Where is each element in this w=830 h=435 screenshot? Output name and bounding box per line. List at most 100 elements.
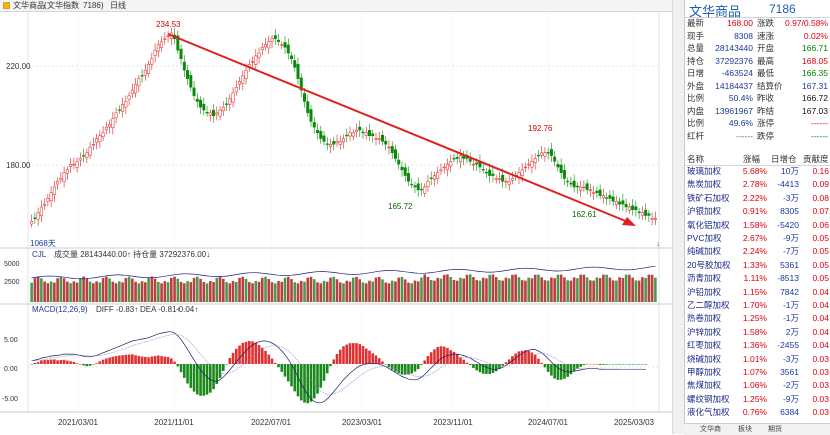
component-row[interactable]: 烧碱加权 1.01% -3万 0.03 xyxy=(685,354,830,366)
component-row[interactable]: 20号胶加权 1.33% 5361 0.05 xyxy=(685,260,830,272)
component-row[interactable]: 沪银加权 0.91% 8305 0.07 xyxy=(685,206,830,218)
title-period[interactable]: 日线 xyxy=(110,1,126,10)
candle xyxy=(267,35,271,54)
volume-bar xyxy=(407,282,410,302)
candle xyxy=(59,171,63,184)
macd-bar xyxy=(624,364,628,365)
macd-bar xyxy=(98,361,102,364)
volume-bar xyxy=(118,281,121,302)
component-row[interactable]: PVC加权 2.67% -9万 0.05 xyxy=(685,233,830,245)
quote-label: 日增 xyxy=(687,68,705,78)
kline-chart[interactable]: 220.00 180.00 234.53 192.76 165.72 162.6… xyxy=(0,12,672,434)
candle xyxy=(621,193,625,211)
macd-bar xyxy=(121,355,124,364)
chart-scrollbar[interactable] xyxy=(672,0,685,434)
component-row[interactable]: 铁矿石加权 2.22% -3万 0.08 xyxy=(685,193,830,205)
col-name[interactable]: 名称 xyxy=(687,154,705,164)
tab-futures[interactable]: 期货 xyxy=(768,426,782,433)
component-pct: 2.67% xyxy=(742,233,767,243)
candle xyxy=(290,51,294,64)
chart-area[interactable]: 220.00 180.00 234.53 192.76 165.72 162.6… xyxy=(0,12,672,434)
component-row[interactable]: 乙二醇加权 1.70% -1万 0.04 xyxy=(685,300,830,312)
component-row[interactable]: 纯碱加权 2.24% -7万 0.05 xyxy=(685,246,830,258)
macd-bar xyxy=(394,364,397,372)
macd-bar xyxy=(342,346,345,364)
candle xyxy=(400,161,404,177)
candle xyxy=(644,203,648,221)
component-contrib: 0.04 xyxy=(812,313,829,324)
component-row[interactable]: 焦炭加权 2.78% -4413 0.09 xyxy=(685,179,830,191)
col-pct[interactable]: 涨幅 xyxy=(743,154,761,164)
component-row[interactable]: 沪铅加权 1.15% 7842 0.04 xyxy=(685,287,830,299)
volume-bar xyxy=(589,280,592,302)
component-row[interactable]: 红枣加权 1.36% -2455 0.04 xyxy=(685,340,830,352)
component-oi: -8513 xyxy=(777,273,799,284)
volume-bar xyxy=(605,274,608,302)
macd-bar xyxy=(257,344,261,364)
candle xyxy=(627,202,631,214)
component-row[interactable]: 沥青加权 1.11% -8513 0.05 xyxy=(685,273,830,285)
candle xyxy=(195,93,199,109)
volume-bar xyxy=(410,283,414,302)
macd-bar xyxy=(75,363,79,364)
candle xyxy=(605,192,609,206)
component-name: PVC加权 xyxy=(687,233,722,243)
component-pct: 2.22% xyxy=(742,192,767,203)
macd-bar xyxy=(134,355,137,364)
volume-bar xyxy=(543,280,547,302)
candle xyxy=(101,126,105,142)
macd-bar xyxy=(199,364,202,396)
tab-wenhua[interactable]: 文华商 xyxy=(700,426,721,433)
volume-bar xyxy=(631,277,634,302)
component-row[interactable]: 氧化铝加权 1.58% -5420 0.06 xyxy=(685,220,830,232)
macd-bar xyxy=(556,364,560,380)
macd-bar xyxy=(553,364,556,379)
macd-bar xyxy=(611,364,615,365)
macd-header[interactable]: MACD(12,26,9) xyxy=(32,305,88,314)
macd-bar xyxy=(105,358,108,364)
macd-histogram xyxy=(30,341,647,404)
volume-bar xyxy=(82,276,85,302)
volume-bar xyxy=(241,276,245,302)
component-row[interactable]: 沪锌加权 1.58% 2万 0.04 xyxy=(685,327,830,339)
candle xyxy=(384,135,388,151)
component-name: 沥青加权 xyxy=(687,273,722,284)
macd-bar xyxy=(416,364,420,370)
trend-line[interactable] xyxy=(167,33,636,226)
quote-label: 结算价 xyxy=(757,80,783,91)
candle xyxy=(199,96,203,114)
component-name: 铁矿石加权 xyxy=(687,192,730,203)
macd-bar xyxy=(491,364,495,374)
component-contrib: 0.03 xyxy=(812,353,829,364)
component-row[interactable]: 玻璃加权 5.68% 10万 0.16 xyxy=(685,166,830,178)
component-row[interactable]: 甲醇加权 1.07% 3561 0.03 xyxy=(685,367,830,379)
component-contrib: 0.05 xyxy=(812,246,829,257)
volume-bar xyxy=(205,283,209,302)
candle xyxy=(166,31,170,43)
macd-bar xyxy=(241,342,245,364)
col-contrib[interactable]: 贡献度 xyxy=(803,154,829,164)
macd-bar xyxy=(368,350,371,364)
component-row[interactable]: 焦煤加权 1.06% -2万 0.03 xyxy=(685,380,830,392)
component-row[interactable]: 热卷加权 1.25% -1万 0.04 xyxy=(685,313,830,325)
macd-bar xyxy=(273,362,277,364)
component-row[interactable]: 液化气加权 0.76% 6384 0.03 xyxy=(685,407,830,419)
macd-bar xyxy=(582,364,586,366)
volume-bar xyxy=(654,277,657,302)
component-row[interactable]: 螺纹钢加权 1.25% -9万 0.03 xyxy=(685,394,830,406)
candle xyxy=(432,171,436,187)
macd-tick-neg5: -5.00 xyxy=(2,396,18,403)
col-oi[interactable]: 日增仓 xyxy=(771,154,797,164)
scroll-marker-icon[interactable]: ↓ xyxy=(656,239,660,248)
tab-sector[interactable]: 板块 xyxy=(738,426,752,433)
candle xyxy=(368,123,371,141)
macd-bar xyxy=(312,364,316,399)
volume-header[interactable]: CJL xyxy=(32,250,47,259)
quote-value: 167.03 xyxy=(802,105,828,116)
candle xyxy=(241,70,245,91)
macd-bar xyxy=(46,359,50,364)
macd-bar xyxy=(153,355,157,364)
candle xyxy=(423,183,427,198)
candle xyxy=(98,130,102,148)
volume-bar xyxy=(209,281,212,302)
